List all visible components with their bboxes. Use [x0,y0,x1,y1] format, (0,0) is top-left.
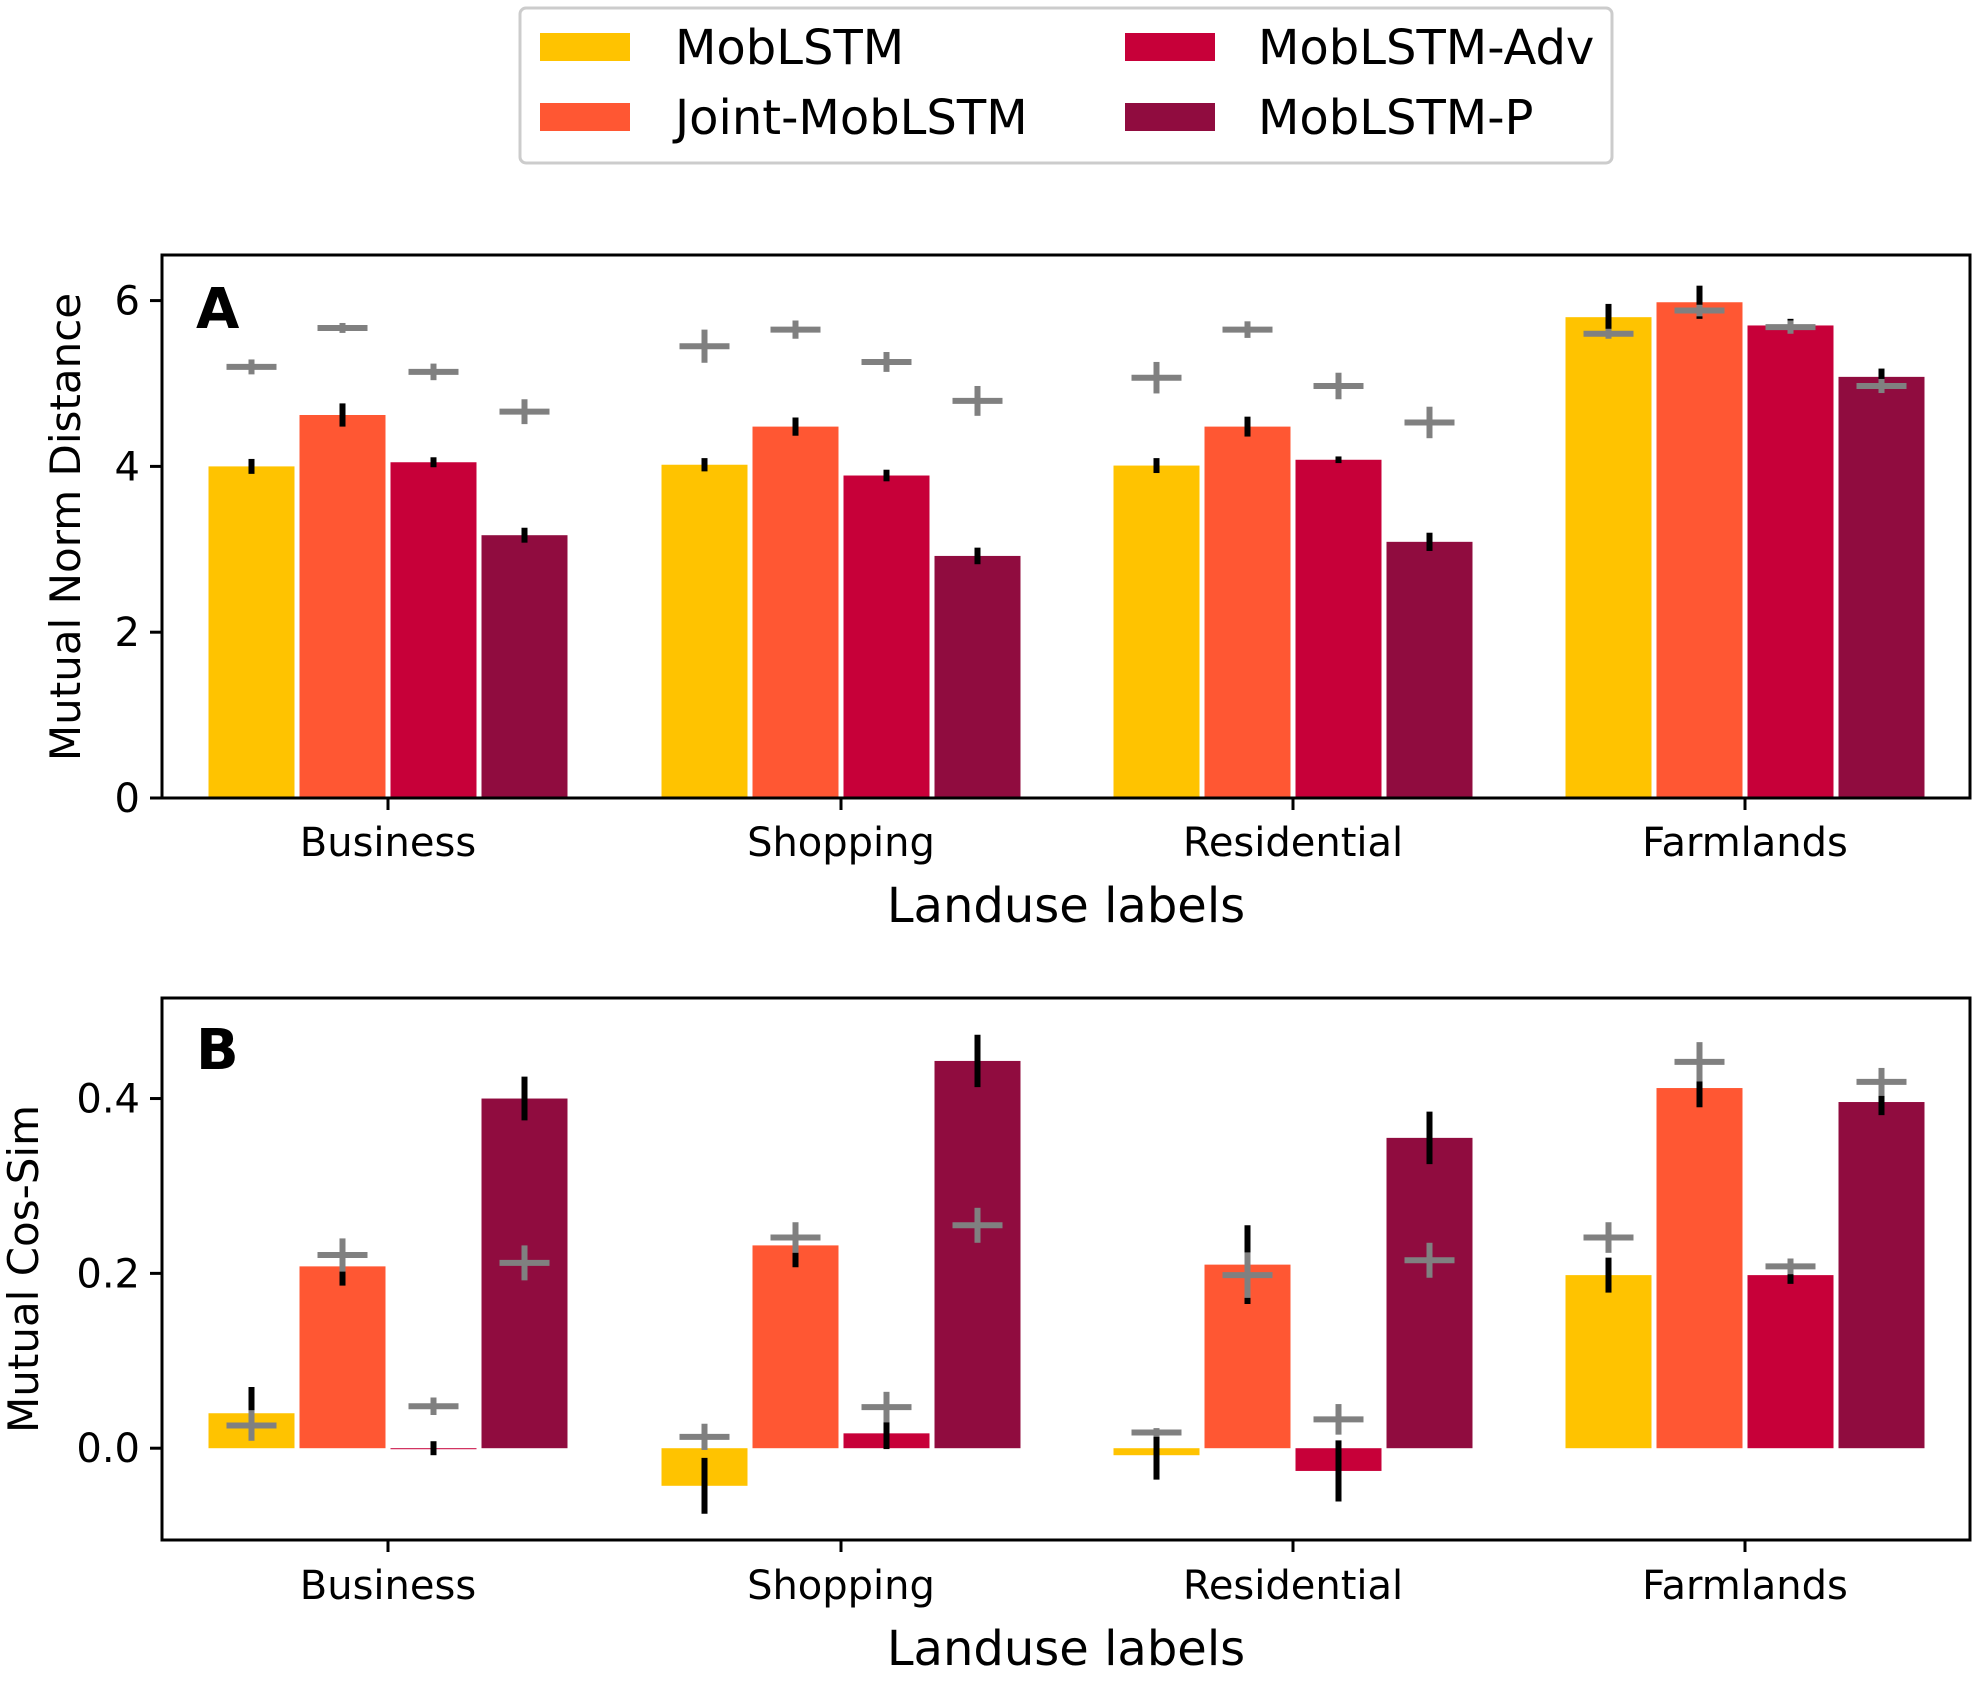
legend-entry-2: MobLSTM-Adv [1125,20,1594,76]
panel-a-bar-1-3 [1656,302,1743,798]
panel-a-xtick-label-2: Residential [1183,820,1403,866]
legend: MobLSTM Joint-MobLSTM MobLSTM-Adv MobLST… [518,6,1614,165]
legend-entry-1: Joint-MobLSTM [540,90,1028,146]
legend-swatch-1 [540,103,630,131]
panel-b-ytick-label-1: 0.2 [76,1251,140,1297]
panel-a-bars [208,302,1925,798]
panel-b-bar-1-3 [1656,1088,1743,1449]
panel-b-frame [160,996,1972,1542]
panel-b-xtick-label-3: Farmlands [1642,1563,1848,1609]
legend-label-2: MobLSTM-Adv [1258,20,1594,76]
legend-frame [518,6,1614,165]
panel-a-bar-0-0 [208,466,295,798]
panel-a-bar-3-1 [934,555,1021,798]
panel-a-bar-2-1 [843,475,930,798]
legend-entry-3: MobLSTM-P [1125,90,1533,146]
panel-b-x-ticks: Business Shopping Residential Farmlands [300,1540,1848,1609]
panel-b-xtick-label-1: Shopping [747,1563,935,1609]
panel-a-ytick-label-1: 2 [115,610,140,656]
panel-b-y-ticks: 0.0 0.2 0.4 [76,1077,162,1472]
panel-b: 0.0 0.2 0.4 Business Shopping Residential Far… [0,996,1972,1677]
panel-b-y-axis-label: Mutual Cos-Sim [0,1105,48,1433]
panel-b-x-axis-label: Landuse labels [887,1621,1245,1677]
panel-a-frame [160,253,1972,800]
panel-b-bar-3-2 [1386,1137,1473,1449]
panel-a-bar-0-3 [1565,317,1652,798]
panel-a-bar-0-2 [1113,465,1200,798]
panel-a-ytick-label-0: 0 [115,776,140,822]
panel-a-letter: A [196,277,240,342]
legend-label-0: MobLSTM [675,20,904,76]
panel-a-xtick-label-1: Shopping [747,820,935,866]
panel-a-bar-1-2 [1204,426,1291,798]
panel-a-xtick-label-3: Farmlands [1642,820,1848,866]
panel-a-y-axis-label: Mutual Norm Distance [41,293,90,761]
legend-entry-0: MobLSTM [540,20,904,76]
panel-a: 0 2 4 6 Business Shopping Residential Farmland… [41,253,1972,934]
legend-label-3: MobLSTM-P [1258,90,1533,146]
panel-b-bars [208,1060,1925,1486]
legend-swatch-0 [540,33,630,61]
panel-b-bar-3-3 [1838,1102,1925,1449]
panel-a-x-axis-label: Landuse labels [887,878,1245,934]
panel-b-bar-2-3 [1747,1275,1834,1449]
panel-a-ytick-label-3: 6 [115,279,140,325]
panel-a-bar-1-0 [299,414,386,798]
panel-a-bar-2-0 [390,462,477,798]
panel-b-bar-3-1 [934,1060,1021,1449]
panel-b-bar-1-0 [299,1266,386,1449]
panel-b-ytick-label-2: 0.4 [76,1077,140,1123]
panel-a-bar-2-3 [1747,325,1834,798]
panel-b-bar-0-3 [1565,1275,1652,1449]
panel-b-xtick-label-0: Business [300,1563,476,1609]
panel-b-markers [226,1042,1907,1450]
legend-swatch-3 [1125,103,1215,131]
panel-b-xtick-label-2: Residential [1183,1563,1403,1609]
panel-a-bar-3-0 [481,535,568,798]
panel-a-bar-3-3 [1838,376,1925,798]
panel-a-bar-2-2 [1295,459,1382,798]
legend-label-1: Joint-MobLSTM [672,90,1028,146]
panel-a-bar-0-1 [661,464,748,798]
panel-a-markers [226,304,1907,439]
panel-a-bar-3-2 [1386,541,1473,798]
panel-b-letter: B [196,1018,239,1083]
panel-a-x-ticks: Business Shopping Residential Farmlands [300,798,1848,866]
panel-a-bar-1-1 [752,426,839,798]
panel-b-bar-1-1 [752,1245,839,1449]
panel-b-ytick-label-0: 0.0 [76,1426,140,1472]
panel-a-y-ticks: 0 2 4 6 [115,279,162,822]
panel-a-ytick-label-2: 4 [115,444,140,490]
panel-a-xtick-label-0: Business [300,820,476,866]
legend-swatch-2 [1125,33,1215,61]
